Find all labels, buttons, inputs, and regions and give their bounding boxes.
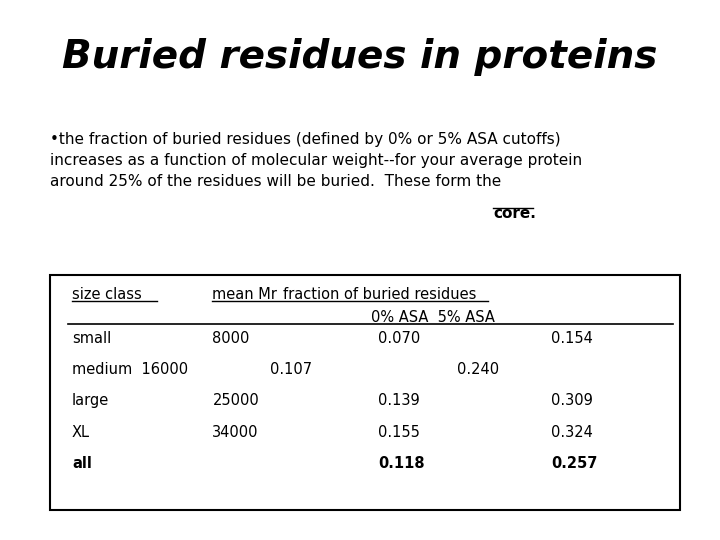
Text: mean Mr: mean Mr — [212, 287, 277, 302]
Text: small: small — [72, 330, 112, 346]
Text: 0.324: 0.324 — [551, 424, 593, 440]
Text: 25000: 25000 — [212, 393, 259, 408]
Text: fraction of buried residues: fraction of buried residues — [283, 287, 477, 302]
Text: 8000: 8000 — [212, 330, 250, 346]
Text: Buried residues in proteins: Buried residues in proteins — [63, 38, 657, 76]
Text: 0.070: 0.070 — [378, 330, 420, 346]
Text: 34000: 34000 — [212, 424, 259, 440]
Text: size class: size class — [72, 287, 142, 302]
Text: large: large — [72, 393, 109, 408]
Text: all: all — [72, 456, 92, 471]
Text: 0.118: 0.118 — [378, 456, 425, 471]
Text: 0.309: 0.309 — [551, 393, 593, 408]
Text: 0.154: 0.154 — [551, 330, 593, 346]
FancyBboxPatch shape — [50, 275, 680, 510]
Text: 0% ASA  5% ASA: 0% ASA 5% ASA — [371, 310, 495, 325]
Text: 0.107: 0.107 — [270, 362, 312, 377]
Text: core.: core. — [493, 206, 536, 221]
Text: 0.155: 0.155 — [378, 424, 420, 440]
Text: XL: XL — [72, 424, 90, 440]
Text: medium  16000: medium 16000 — [72, 362, 188, 377]
Text: •the fraction of buried residues (defined by 0% or 5% ASA cutoffs)
increases as : •the fraction of buried residues (define… — [50, 132, 582, 190]
Text: 0.139: 0.139 — [378, 393, 420, 408]
Text: 0.257: 0.257 — [551, 456, 597, 471]
Text: 0.240: 0.240 — [457, 362, 500, 377]
